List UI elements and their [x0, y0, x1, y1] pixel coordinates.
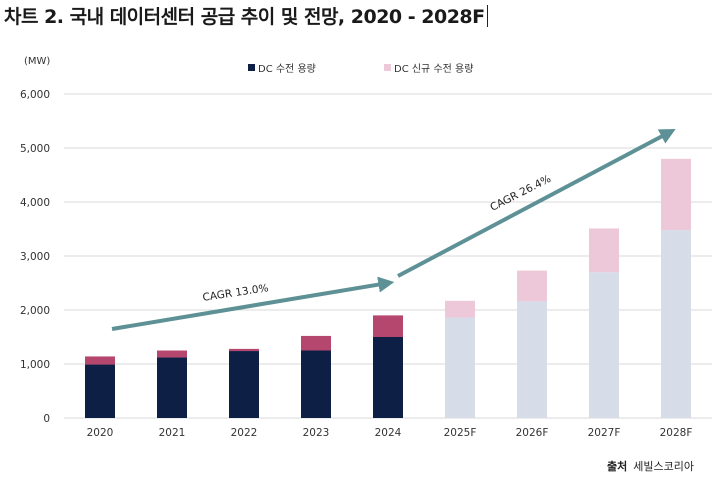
x-tick-label: 2023 [303, 427, 330, 439]
bar-new-2022 [229, 348, 259, 352]
bar-existing-2027F [589, 272, 619, 418]
legend-swatch-new [384, 64, 391, 71]
x-tick-label: 2025F [444, 427, 477, 439]
source-note: 출처 세빌스코리아 [607, 458, 694, 474]
legend-item-new: DC 신규 수전 용량 [384, 60, 473, 75]
y-tick-label: 3,000 [20, 251, 50, 263]
legend-swatch-existing [248, 64, 255, 71]
bar-existing-2023 [301, 350, 331, 418]
bar-existing-2028F [661, 230, 691, 418]
legend-label-new: DC 신규 수전 용량 [394, 64, 474, 75]
bar-new-2020 [85, 356, 115, 365]
text-cursor [486, 5, 488, 27]
source-name: 세빌스코리아 [633, 460, 694, 473]
legend-item-existing: DC 수전 용량 [248, 60, 316, 75]
x-tick-label: 2027F [588, 427, 621, 439]
cagr-label: CAGR 26.4% [488, 173, 553, 214]
x-tick-label: 2028F [660, 427, 693, 439]
y-tick-label: 2,000 [20, 305, 50, 317]
y-tick-label: 4,000 [20, 197, 50, 209]
bar-existing-2021 [157, 357, 187, 418]
bar-existing-2020 [85, 364, 115, 418]
x-tick-label: 2020 [87, 427, 114, 439]
bar-new-2027F [589, 228, 619, 273]
legend-label-existing: DC 수전 용량 [258, 64, 316, 75]
cagr-arrow [397, 129, 676, 278]
bar-existing-2024 [373, 337, 403, 418]
bar-new-2021 [157, 350, 187, 358]
bar-existing-2026F [517, 301, 547, 418]
cagr-arrow [111, 276, 395, 331]
bar-existing-2025F [445, 317, 475, 418]
x-tick-label: 2024 [375, 427, 402, 439]
unit-label: (MW) [24, 56, 51, 67]
cagr-label: CAGR 13.0% [202, 282, 270, 304]
bar-new-2023 [301, 335, 331, 351]
source-label: 출처 [607, 460, 628, 473]
x-tick-label: 2022 [231, 427, 258, 439]
bar-new-2024 [373, 315, 403, 337]
bar-new-2025F [445, 300, 475, 318]
bar-existing-2022 [229, 351, 259, 418]
y-tick-label: 6,000 [20, 89, 50, 101]
y-tick-label: 5,000 [20, 143, 50, 155]
y-tick-label: 1,000 [20, 359, 50, 371]
bar-new-2026F [517, 270, 547, 302]
y-tick-label: 0 [43, 413, 50, 425]
chart-title: 차트 2. 국내 데이터센터 공급 추이 및 전망, 2020 - 2028F [4, 2, 488, 29]
bar-new-2028F [661, 158, 691, 231]
x-tick-label: 2026F [516, 427, 549, 439]
x-tick-label: 2021 [159, 427, 186, 439]
